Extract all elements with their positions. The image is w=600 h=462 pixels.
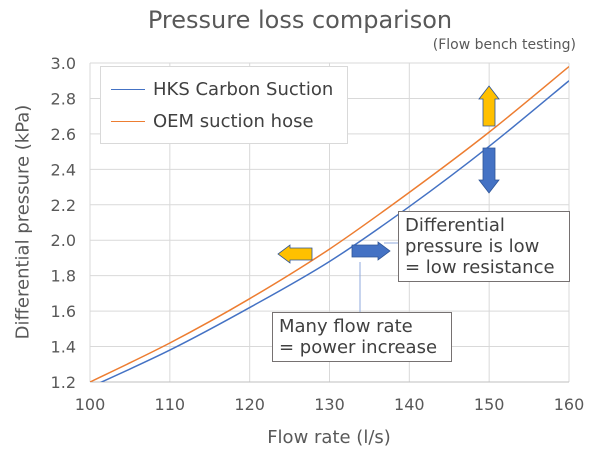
y-tick-label: 1.2 <box>51 373 76 392</box>
y-tick-label: 2.6 <box>51 125 76 144</box>
legend-item-oem: OEM suction hose <box>111 109 314 133</box>
y-axis-label: Differential pressure (kPa) <box>12 104 34 340</box>
y-tick-label: 3.0 <box>51 54 76 73</box>
legend-swatch-hks <box>111 88 145 90</box>
callout-line: = power increase <box>279 337 438 358</box>
y-tick-label: 1.4 <box>51 338 76 357</box>
legend-label-hks: HKS Carbon Suction <box>153 78 334 100</box>
callout-low-resistance: Differential pressure is low = low resis… <box>398 211 570 282</box>
legend: HKS Carbon Suction OEM suction hose <box>100 66 348 144</box>
chart-subtitle: (Flow bench testing) <box>432 37 576 53</box>
y-tick-label: 2.0 <box>51 231 76 250</box>
callout-line: = low resistance <box>405 257 555 278</box>
series-line-oem <box>90 65 569 382</box>
arrows <box>277 85 500 264</box>
axes: 1.2 1.4 1.6 1.8 2.0 2.2 2.4 2.6 2.8 3.0 100 110 120 1… <box>51 54 585 414</box>
x-tick-label: 140 <box>394 395 425 414</box>
chart-title: Pressure loss comparison <box>147 6 453 34</box>
callout-line: pressure is low <box>405 236 540 257</box>
y-tick-label: 1.8 <box>51 267 76 286</box>
callout-power-increase: Many flow rate = power increase <box>272 312 452 362</box>
callout-line: Many flow rate <box>279 316 413 337</box>
series-line-hks <box>99 80 569 382</box>
legend-label-oem: OEM suction hose <box>153 110 314 132</box>
y-tick-label: 1.6 <box>51 302 76 321</box>
x-tick-label: 100 <box>75 395 106 414</box>
y-tick-label: 2.2 <box>51 196 76 215</box>
arrow-right-icon <box>351 241 391 261</box>
y-tick-label: 2.8 <box>51 89 76 108</box>
x-tick-label: 130 <box>314 395 345 414</box>
x-tick-label: 120 <box>234 395 265 414</box>
x-axis-label: Flow rate (l/s) <box>267 427 391 448</box>
legend-swatch-oem <box>111 120 145 122</box>
x-tick-label: 150 <box>474 395 505 414</box>
legend-item-hks: HKS Carbon Suction <box>111 77 333 101</box>
callout-line: Differential <box>405 215 505 236</box>
x-tick-label: 110 <box>155 395 186 414</box>
arrow-down-icon <box>478 147 500 194</box>
series-lines <box>90 65 569 382</box>
y-tick-label: 2.4 <box>51 160 76 179</box>
arrow-left-icon <box>277 244 313 264</box>
arrow-up-icon <box>478 85 500 127</box>
x-tick-label: 160 <box>554 395 585 414</box>
